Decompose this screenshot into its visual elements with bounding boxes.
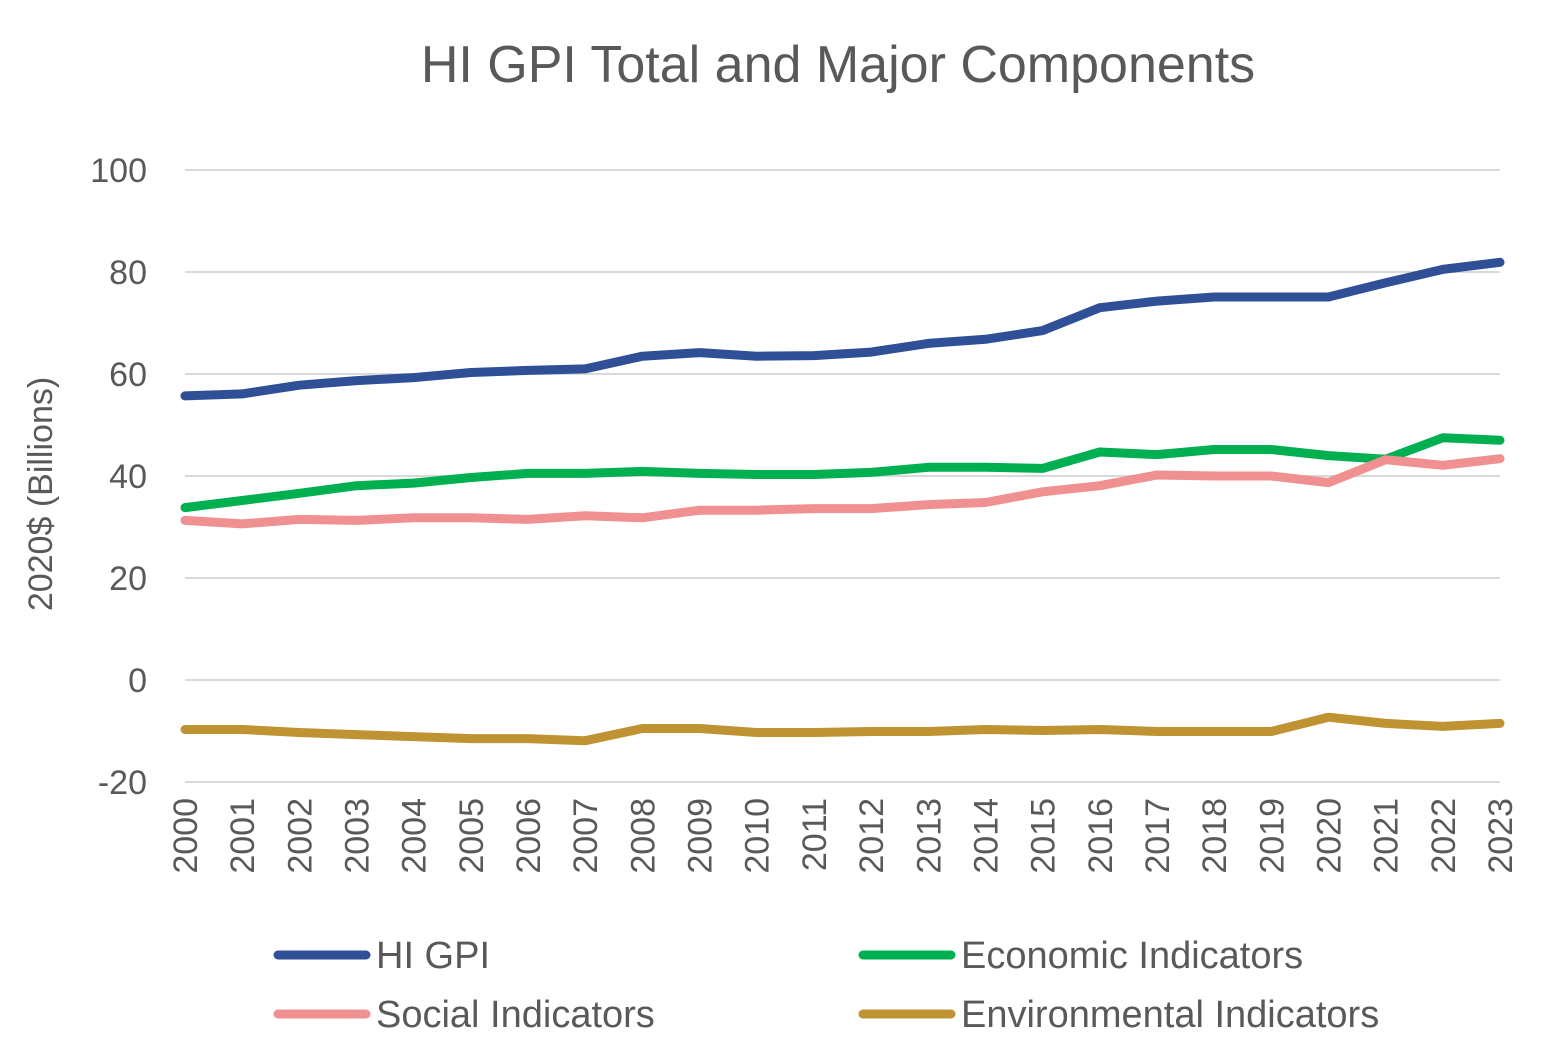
series-line-1 (180, 433, 1505, 513)
x-tick-label: 2017 (1139, 798, 1177, 874)
x-tick-label: 2009 (682, 798, 720, 874)
x-tick-label: 2003 (339, 798, 377, 874)
x-tick-label: 2004 (396, 798, 434, 874)
x-tick-label: 2012 (853, 798, 891, 874)
legend-label: HI GPI (376, 935, 490, 977)
y-tick-label: 100 (90, 152, 147, 190)
series-line-0 (180, 257, 1505, 401)
x-tick-label: 2002 (281, 798, 319, 874)
legend-label: Environmental Indicators (961, 994, 1379, 1036)
x-tick-label: 2008 (624, 798, 662, 874)
y-tick-label: 80 (109, 254, 147, 292)
chart-title: HI GPI Total and Major Components (421, 36, 1255, 94)
x-tick-label: 2007 (567, 798, 605, 874)
y-tick-label: 40 (109, 458, 147, 496)
x-axis-ticks: 2000 2001 2002 2003 2004 2005 2006 2007 2008 2009… (167, 798, 1520, 874)
y-tick-label: -20 (98, 764, 147, 802)
legend: HI GPI Economic Indicators Social Indicato… (273, 935, 1379, 1036)
x-tick-label: 2021 (1368, 798, 1406, 874)
legend-label: Social Indicators (376, 994, 655, 1036)
x-tick-label: 2022 (1425, 798, 1463, 874)
x-tick-label: 2020 (1310, 798, 1348, 874)
x-tick-label: 2014 (967, 798, 1005, 874)
series-lines (180, 257, 1505, 746)
legend-label: Economic Indicators (961, 935, 1303, 977)
x-tick-label: 2006 (510, 798, 548, 874)
x-tick-label: 2011 (796, 798, 834, 871)
x-tick-label: 2013 (910, 798, 948, 874)
x-tick-label: 2019 (1253, 798, 1291, 874)
series-line-2 (180, 454, 1505, 529)
x-tick-label: 2001 (224, 798, 262, 874)
x-tick-label: 2023 (1482, 798, 1520, 874)
x-tick-label: 2015 (1025, 798, 1063, 874)
y-axis-ticks: 100 80 60 40 20 0 -20 (90, 152, 147, 802)
y-tick-label: 20 (109, 560, 147, 598)
y-tick-label: 60 (109, 356, 147, 394)
x-tick-label: 2016 (1082, 798, 1120, 874)
series-line-3 (180, 712, 1505, 746)
x-tick-label: 2005 (453, 798, 491, 874)
y-axis-label: 2020$ (Billions) (22, 377, 60, 611)
x-tick-label: 2018 (1196, 798, 1234, 874)
x-tick-label: 2000 (167, 798, 205, 874)
x-tick-label: 2010 (739, 798, 777, 874)
y-tick-label: 0 (128, 662, 147, 700)
